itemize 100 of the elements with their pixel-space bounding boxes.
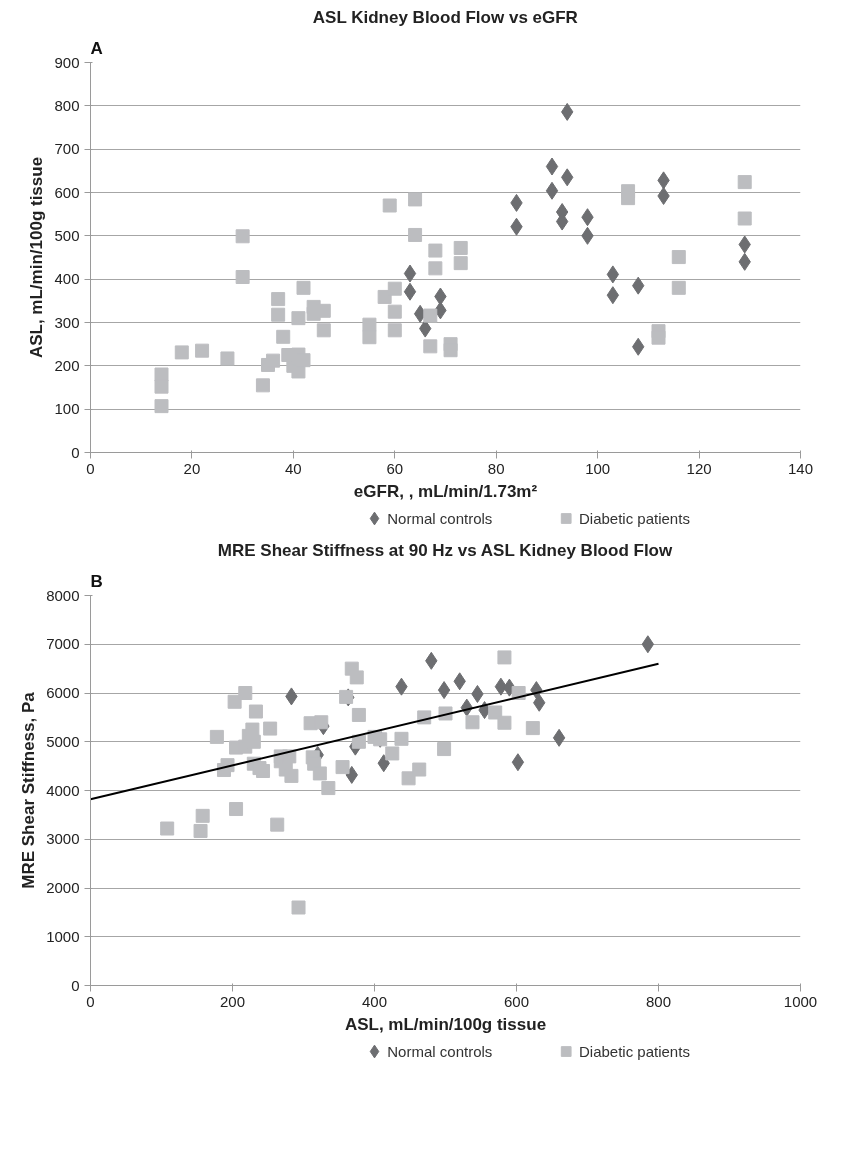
- y-tick-label: 0: [71, 443, 80, 461]
- point: [545, 157, 559, 176]
- legend-label: Normal controls: [387, 1043, 493, 1060]
- point: [423, 339, 438, 354]
- point: [314, 715, 329, 730]
- y-tick-label: 600: [54, 183, 80, 201]
- point: [238, 686, 253, 700]
- chart-title: MRE Shear Stiffness at 90 Hz vs ASL Kidney Blood Flow: [217, 540, 673, 560]
- x-tick-label: 400: [361, 992, 388, 1010]
- point: [154, 379, 169, 394]
- x-tick-label: 120: [686, 459, 712, 477]
- point: [248, 704, 263, 719]
- y-axis-title: ASL, mL/min/100g tissue: [27, 156, 47, 359]
- point: [255, 378, 270, 393]
- point: [497, 650, 512, 665]
- point: [335, 760, 350, 775]
- y-tick-label: 7000: [46, 635, 80, 653]
- point: [263, 721, 278, 736]
- point: [552, 728, 566, 747]
- point: [382, 198, 397, 213]
- point: [349, 670, 364, 685]
- point: [428, 243, 443, 258]
- point: [220, 351, 235, 366]
- point: [227, 694, 242, 709]
- x-tick-label: 80: [487, 459, 505, 477]
- y-tick-label: 8000: [46, 586, 80, 604]
- point: [266, 353, 281, 368]
- point: [256, 764, 271, 778]
- point: [291, 311, 306, 326]
- point: [312, 766, 327, 781]
- point: [453, 256, 468, 271]
- point: [525, 721, 540, 736]
- point: [465, 715, 480, 730]
- text: A: [90, 38, 103, 58]
- point: [195, 343, 210, 358]
- point: [284, 768, 299, 783]
- y-tick-label: 1000: [46, 927, 80, 945]
- point: [606, 265, 620, 284]
- point: [276, 329, 291, 344]
- point: [195, 808, 210, 823]
- point: [229, 802, 244, 817]
- point: [235, 229, 250, 244]
- point: [209, 729, 224, 744]
- x-tick-label: 600: [503, 992, 530, 1010]
- point: [641, 635, 655, 654]
- y-tick-label: 2000: [46, 879, 80, 896]
- point: [154, 399, 169, 414]
- x-tick-label: 1000: [783, 992, 818, 1010]
- point: [351, 707, 366, 722]
- point: [401, 771, 416, 786]
- y-tick-label: 4000: [46, 781, 80, 799]
- point: [235, 270, 250, 284]
- point: [443, 343, 458, 358]
- text: B: [90, 571, 103, 591]
- x-tick-label: 0: [86, 992, 95, 1010]
- point: [160, 821, 175, 836]
- point: [511, 753, 525, 772]
- point: [423, 308, 438, 323]
- legend-label: Diabetic patients: [578, 1043, 690, 1060]
- y-tick-label: 0: [71, 976, 80, 994]
- x-tick-label: 60: [386, 459, 404, 477]
- y-tick-label: 800: [54, 96, 80, 114]
- x-tick-label: 200: [219, 992, 246, 1010]
- point: [408, 227, 423, 242]
- point: [245, 722, 260, 737]
- point: [387, 323, 402, 338]
- point: [437, 681, 451, 700]
- x-axis-title: eGFR, , mL/min/1.73m²: [353, 481, 538, 501]
- y-tick-label: 5000: [46, 732, 80, 750]
- point: [651, 330, 666, 345]
- y-tick-label: 200: [54, 356, 80, 374]
- point: [428, 261, 443, 276]
- point: [362, 330, 377, 345]
- point: [403, 282, 417, 301]
- point: [387, 281, 402, 296]
- chart-title: ASL Kidney Blood Flow vs eGFR: [312, 7, 578, 27]
- y-tick-label: 500: [54, 226, 80, 244]
- point: [606, 286, 620, 305]
- point: [671, 250, 686, 265]
- y-tick-label: 6000: [46, 684, 80, 701]
- point: [545, 181, 559, 200]
- point: [321, 781, 336, 796]
- point: [174, 345, 189, 360]
- point: [437, 742, 452, 757]
- point: [671, 280, 686, 295]
- point: [408, 192, 423, 207]
- point: [387, 304, 402, 319]
- x-axis-title: ASL, mL/min/100g tissue: [344, 1014, 547, 1034]
- y-tick-label: 100: [54, 400, 80, 418]
- x-tick-label: 0: [86, 459, 95, 477]
- point: [271, 307, 286, 322]
- point: [737, 175, 752, 190]
- y-tick-label: 400: [54, 270, 80, 288]
- x-tick-label: 800: [645, 992, 672, 1010]
- point: [316, 323, 331, 338]
- point: [271, 292, 286, 307]
- y-tick-label: 700: [54, 140, 80, 158]
- point: [270, 817, 285, 832]
- point: [385, 746, 400, 761]
- y-axis-title: MRE Shear Stiffness, Pa: [19, 691, 39, 889]
